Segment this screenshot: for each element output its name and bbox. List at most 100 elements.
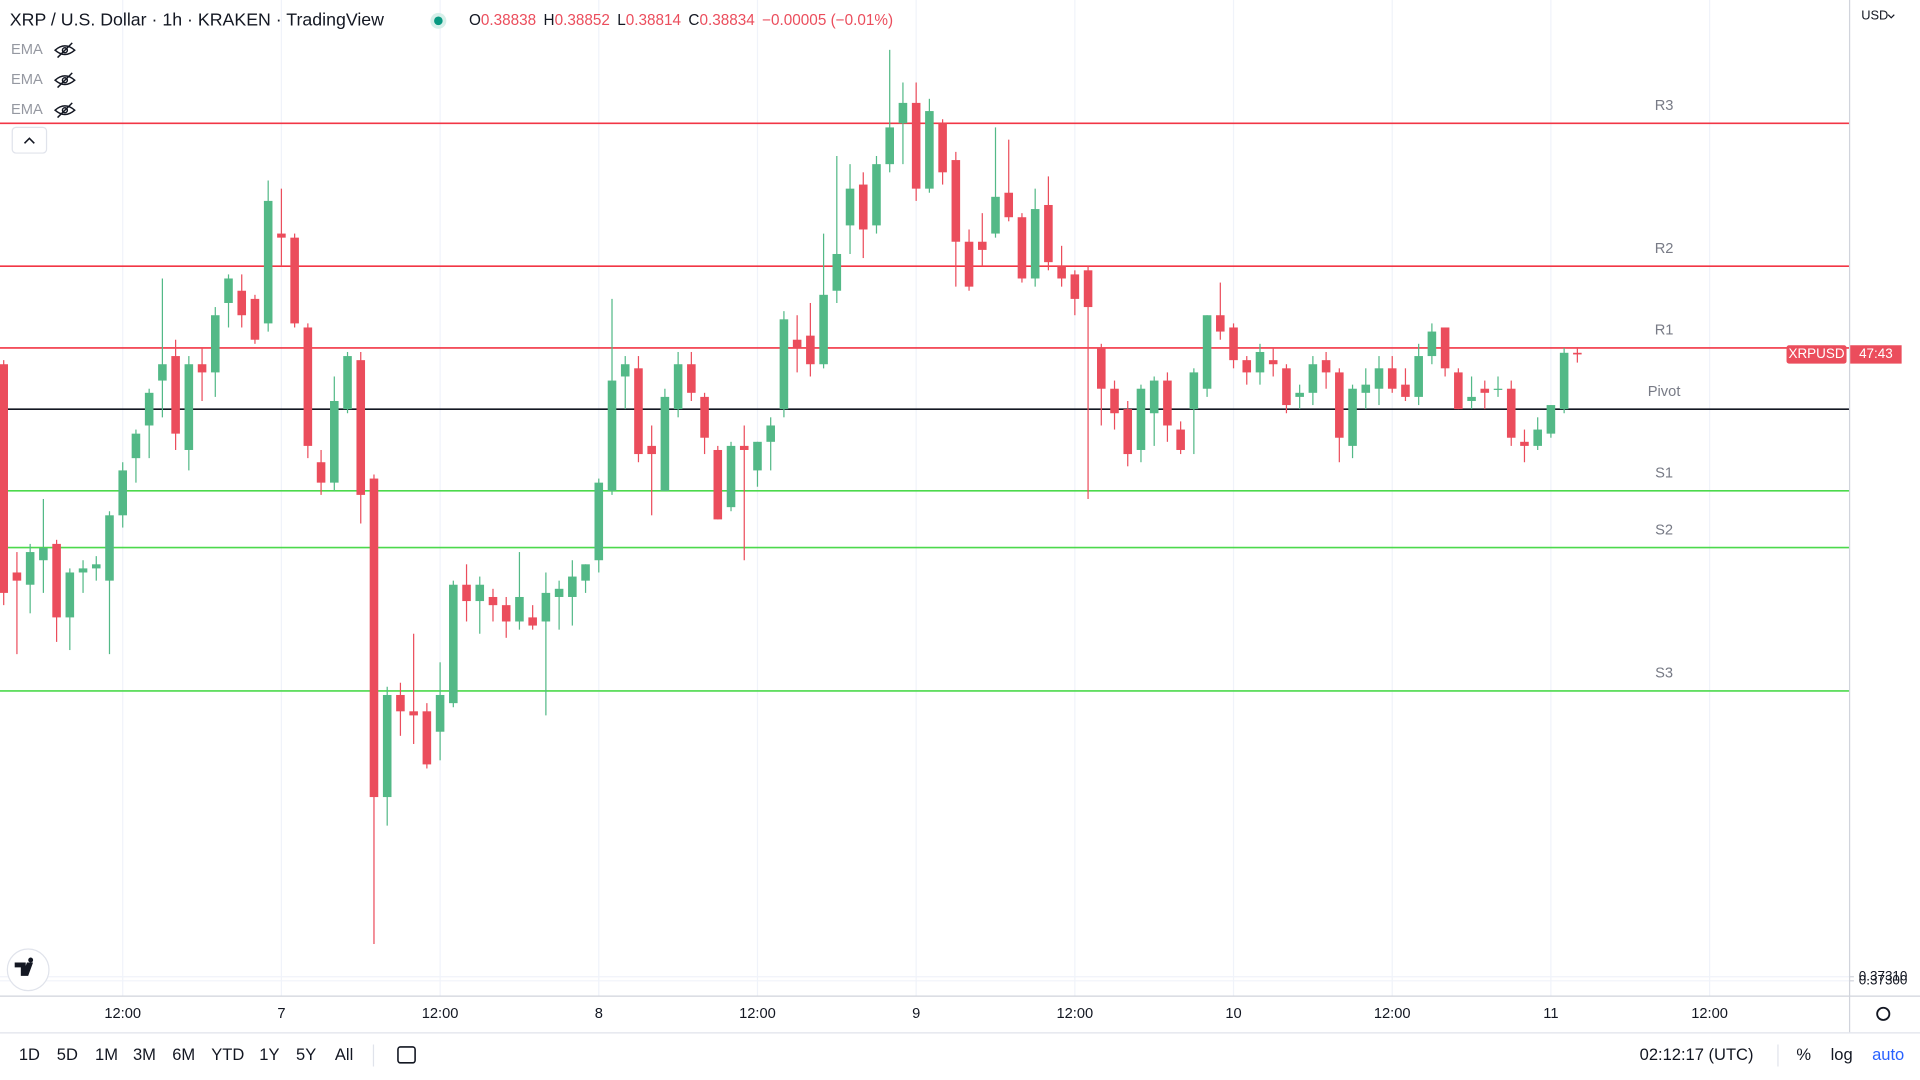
x-tick-label: 12:00 <box>1056 1006 1093 1022</box>
candle-body <box>832 253 842 291</box>
candle-body <box>65 572 75 618</box>
hidden-eye-icon[interactable] <box>53 102 76 119</box>
candle-body <box>779 319 789 410</box>
settings-icon[interactable] <box>1876 1006 1891 1021</box>
y-tick-label: 0.37300 <box>1859 972 1908 987</box>
candle-body <box>938 123 947 173</box>
currency-chevron <box>1887 14 1895 19</box>
logo-mark <box>14 957 34 976</box>
candle-body <box>885 127 894 165</box>
candle-body <box>964 241 974 287</box>
clock[interactable]: 02:12:17 (UTC) <box>1640 1045 1754 1064</box>
range-button[interactable]: 1Y <box>259 1045 279 1064</box>
candle-body <box>343 356 352 410</box>
candle-body <box>52 543 61 618</box>
candle-body <box>25 552 35 585</box>
candle-body <box>39 547 48 561</box>
candle-body <box>1149 380 1159 414</box>
candle-body <box>1454 372 1463 410</box>
gear[interactable] <box>1876 1006 1891 1021</box>
range-button[interactable]: YTD <box>211 1045 244 1064</box>
x-tick-label: 12:00 <box>1374 1006 1411 1022</box>
x-tick-label: 10 <box>1225 1006 1241 1022</box>
candle-body <box>713 449 723 520</box>
candle-body <box>1506 388 1516 438</box>
candle-body <box>211 315 220 373</box>
indicator-label[interactable]: EMA <box>11 72 43 88</box>
candle-body <box>739 445 749 450</box>
level-label: S1 <box>1655 466 1673 482</box>
scale-option[interactable]: log <box>1831 1045 1853 1064</box>
hidden-eye-icon[interactable] <box>53 72 76 89</box>
range-button[interactable]: All <box>335 1045 353 1064</box>
scale-option[interactable]: auto <box>1872 1045 1904 1064</box>
candle-body <box>1189 372 1199 410</box>
candle-body <box>171 356 180 434</box>
candle-body <box>1387 368 1397 389</box>
candle-body <box>1202 315 1212 389</box>
candle-body <box>0 364 8 593</box>
range-button[interactable]: 6M <box>172 1045 195 1064</box>
hidden-eye-icon[interactable] <box>53 42 76 59</box>
candle-body <box>422 711 432 765</box>
range-button[interactable]: 5Y <box>296 1045 316 1064</box>
range-button[interactable]: 1M <box>95 1045 118 1064</box>
candle-body <box>1321 360 1331 373</box>
range-button[interactable]: 3M <box>133 1045 156 1064</box>
candle-body <box>1242 360 1252 373</box>
ohlc-key: O <box>469 12 481 29</box>
symbol-tag <box>1786 345 1847 364</box>
candle-body <box>806 335 815 365</box>
candle-body <box>1057 266 1066 279</box>
candle-body <box>488 596 498 606</box>
indicator-label[interactable]: EMA <box>11 42 43 58</box>
candle-body <box>1414 356 1423 397</box>
candle-body <box>1308 364 1318 393</box>
x-tick-label: 8 <box>595 1006 603 1022</box>
candle-body <box>554 588 564 597</box>
candle-body <box>131 433 141 459</box>
candle-body <box>356 360 366 495</box>
candle-body <box>237 290 247 316</box>
level-label: R3 <box>1655 98 1674 114</box>
indicator-label[interactable]: EMA <box>11 102 43 118</box>
candle-body <box>673 364 683 410</box>
candle-body <box>409 711 418 716</box>
candle-body <box>435 694 445 732</box>
candle-body <box>78 568 88 573</box>
collapse-button[interactable] <box>11 126 48 154</box>
candle-body <box>369 478 379 798</box>
range-button[interactable]: 5D <box>57 1045 78 1064</box>
candle-body <box>1467 396 1476 401</box>
candle-body <box>726 445 736 508</box>
candle-body <box>687 364 696 393</box>
currency-label[interactable]: USD <box>1861 7 1888 22</box>
goto-date-icon[interactable] <box>397 1046 416 1064</box>
tradingview-logo[interactable] <box>6 948 50 992</box>
candle-body <box>845 188 855 226</box>
eye-pupil <box>61 47 69 54</box>
x-tick-label: 12:00 <box>104 1006 141 1022</box>
candle-body <box>475 584 485 602</box>
candle-body <box>1070 274 1080 299</box>
candle-body <box>263 200 273 324</box>
level-label: S3 <box>1655 666 1673 682</box>
chart-title: XRP / U.S. Dollar · 1h · KRAKEN · Tradin… <box>10 10 384 30</box>
candle-body <box>1493 388 1503 390</box>
candle-body <box>607 380 617 491</box>
candle-body <box>1401 384 1410 397</box>
candle-body <box>1295 392 1304 397</box>
candle-body <box>277 233 286 238</box>
range-button[interactable]: 1D <box>19 1045 40 1064</box>
candle-body <box>12 572 22 581</box>
candle-body <box>898 102 908 124</box>
level-label: S2 <box>1655 522 1673 538</box>
candle-body <box>1520 441 1529 446</box>
candle-body <box>925 111 934 189</box>
candle-body <box>1097 347 1106 389</box>
candle-body <box>568 576 577 597</box>
scale-option[interactable]: % <box>1796 1045 1811 1064</box>
eye-pupil <box>61 107 69 114</box>
candle-body <box>118 470 128 516</box>
candle-body <box>330 400 339 483</box>
